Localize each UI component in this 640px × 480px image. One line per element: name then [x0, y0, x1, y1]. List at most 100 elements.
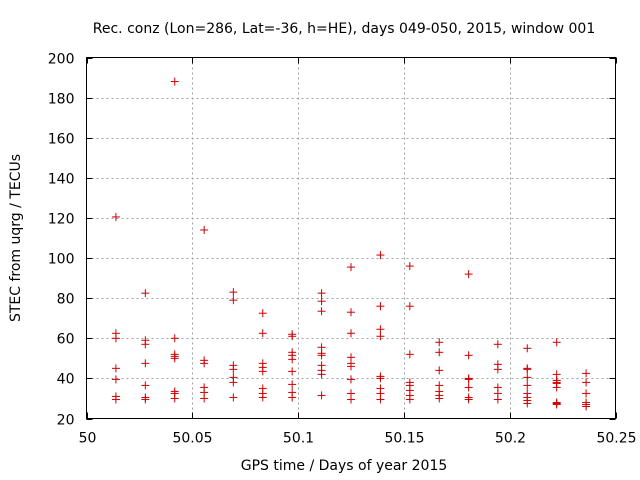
data-point [170, 394, 179, 403]
data-point [229, 296, 238, 305]
data-point [229, 393, 238, 402]
data-point [258, 329, 267, 338]
data-point [523, 344, 532, 353]
data-point [552, 383, 561, 392]
data-point [317, 307, 326, 316]
data-point [141, 395, 150, 404]
data-point [464, 270, 473, 279]
x-axis-label: GPS time / Days of year 2015 [241, 458, 448, 474]
data-point [376, 374, 385, 383]
grid [86, 57, 616, 419]
data-point [347, 308, 355, 317]
data-point [435, 338, 444, 347]
data-point [111, 334, 120, 343]
data-point [141, 289, 150, 298]
data-point [582, 389, 591, 398]
data-point [111, 364, 120, 373]
data-point [493, 395, 502, 404]
axis-ticks [86, 57, 617, 420]
y-tick-label: 140 [48, 172, 75, 188]
y-tick-label: 80 [57, 292, 75, 308]
data-point [435, 348, 444, 357]
data-point [347, 395, 355, 404]
data-point [229, 378, 238, 387]
data-point [552, 400, 561, 409]
data-point [317, 297, 326, 306]
data-point [317, 391, 326, 400]
data-point [405, 302, 414, 311]
data-point [405, 262, 414, 271]
y-tick-label: 160 [48, 132, 75, 148]
x-tick-label: 50.1 [283, 431, 314, 447]
y-tick-label: 180 [48, 92, 75, 108]
data-point [464, 383, 473, 392]
data-point [376, 395, 385, 404]
data-point [258, 309, 267, 318]
data-point [464, 395, 473, 404]
data-point [435, 366, 444, 375]
data-point [523, 373, 532, 382]
data-point [523, 399, 532, 408]
plot-frame [86, 57, 616, 419]
data-point [582, 402, 591, 411]
x-tick-label: 50.25 [596, 431, 636, 447]
y-tick-label: 40 [57, 372, 75, 388]
y-tick-label: 100 [48, 252, 75, 268]
data-point [523, 381, 532, 390]
y-tick-label: 20 [57, 413, 75, 429]
data-point [141, 340, 150, 349]
x-tick-label: 50 [79, 431, 97, 447]
data-point [376, 251, 385, 260]
data-point [229, 365, 238, 374]
data-point [141, 381, 150, 390]
data-point [111, 395, 120, 404]
data-point [493, 340, 502, 349]
data-point [170, 354, 179, 363]
data-point [464, 375, 473, 384]
data-point [170, 334, 179, 343]
data-point [582, 369, 591, 378]
data-point [493, 365, 502, 374]
y-tick-label: 60 [57, 332, 75, 348]
data-points [111, 77, 591, 411]
data-point [347, 263, 355, 272]
data-point [111, 375, 120, 384]
y-tick-labels: 20 40 60 80 100 120 140 160 180 200 [48, 52, 75, 429]
y-tick-label: 120 [48, 212, 75, 228]
data-point [200, 394, 209, 403]
x-tick-label: 50.2 [495, 431, 526, 447]
data-point [582, 378, 591, 387]
data-point [288, 355, 297, 364]
x-tick-labels: 50 50.05 50.1 50.15 50.2 50.25 [79, 431, 637, 447]
data-point [435, 394, 444, 403]
data-point [288, 380, 297, 389]
data-point [229, 288, 238, 297]
data-point [347, 362, 355, 371]
data-point [200, 359, 209, 368]
data-point [376, 332, 385, 341]
data-point [258, 393, 267, 402]
data-point [317, 351, 326, 360]
data-point [317, 289, 326, 298]
data-point [405, 350, 414, 359]
data-point [347, 329, 355, 338]
x-tick-label: 50.15 [384, 431, 424, 447]
data-point [288, 393, 297, 402]
data-point [141, 359, 150, 368]
data-point [317, 370, 326, 379]
data-point [288, 332, 297, 341]
data-point [347, 375, 355, 384]
data-point [288, 367, 297, 376]
data-point [523, 365, 532, 374]
data-point [552, 338, 561, 347]
data-point [111, 212, 120, 221]
y-axis-label: STEC from uqrg / TECUs [8, 154, 24, 322]
data-point [464, 351, 473, 360]
data-point [376, 302, 385, 311]
data-point [376, 325, 385, 334]
data-point [258, 367, 267, 376]
data-point [405, 395, 414, 404]
data-point [170, 77, 179, 86]
y-tick-label: 200 [48, 52, 75, 68]
data-point [200, 225, 209, 234]
